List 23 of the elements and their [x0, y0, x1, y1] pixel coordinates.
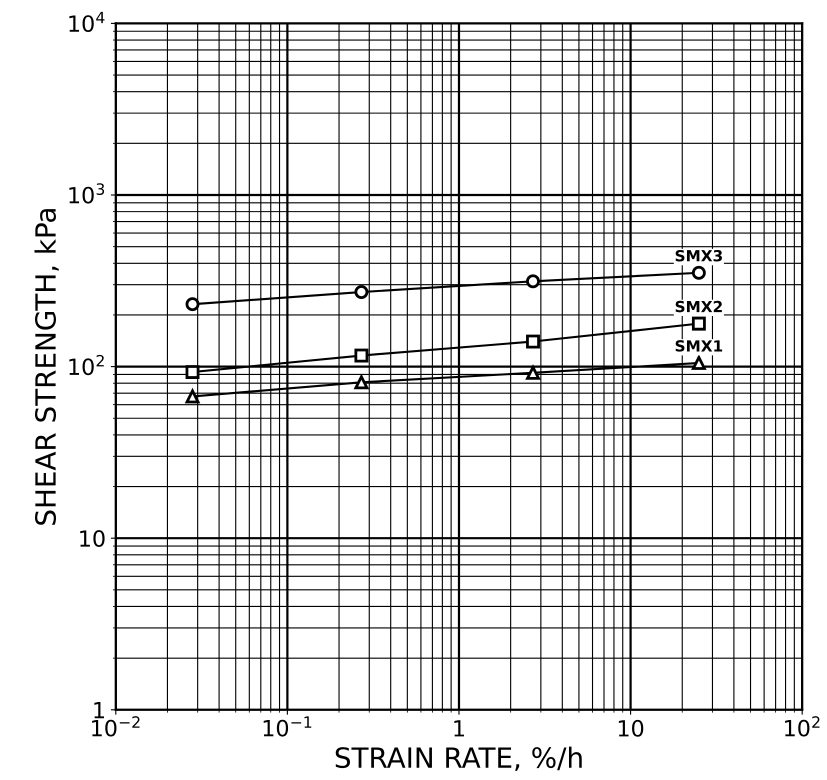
x-tick-label: 1: [454, 720, 464, 736]
point: [354, 348, 368, 362]
y-tick-label: 10$^{4}$: [69, 12, 104, 32]
x-tick-label: 10: [618, 720, 644, 737]
point: [354, 375, 368, 390]
y-tick-label: 1: [94, 702, 104, 718]
x-axis-title: STRAIN RATE, %/h: [336, 746, 582, 771]
series-label: SMX2: [676, 300, 722, 312]
y-tick-label: 10$^{3}$: [69, 183, 104, 204]
point: [186, 365, 200, 379]
x-tick-label: 10$^{2}$: [785, 716, 820, 737]
point: [186, 390, 200, 404]
y-axis-title: SHEAR STRENGTH, kPa: [34, 209, 59, 525]
x-tick-label: 10$^{−1}$: [264, 716, 312, 737]
point: [692, 356, 706, 370]
y-tick-label: 10$^{2}$: [69, 354, 104, 376]
point: [692, 266, 706, 280]
point: [354, 285, 368, 299]
point: [186, 297, 200, 312]
series-label: SMX1: [676, 340, 722, 352]
y-tick-label: 10: [80, 530, 105, 547]
series-label: SMX3: [676, 250, 722, 262]
point: [692, 316, 706, 331]
